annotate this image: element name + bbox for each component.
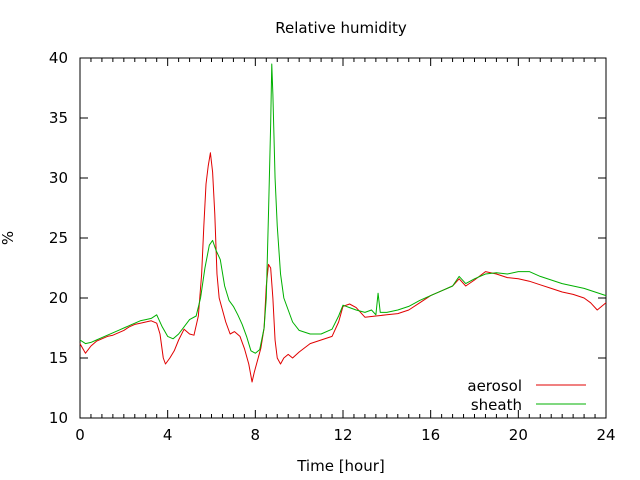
x-tick-label: 8 xyxy=(251,426,261,444)
y-axis-label: % xyxy=(0,231,17,245)
x-tick-label: 24 xyxy=(596,426,615,444)
x-axis: 0 4 8 12 16 20 24 xyxy=(75,58,616,444)
x-tick-label: 20 xyxy=(509,426,528,444)
series-line-sheath xyxy=(79,63,607,354)
series-layer xyxy=(79,63,607,383)
legend-label-sheath: sheath xyxy=(471,396,522,414)
legend-label-aerosol: aerosol xyxy=(467,377,522,395)
y-tick-label: 10 xyxy=(49,409,68,427)
y-axis: 10 15 20 25 30 35 40 xyxy=(49,49,606,427)
y-tick-label: 15 xyxy=(49,349,68,367)
x-tick-label: 16 xyxy=(421,426,440,444)
chart-title: Relative humidity xyxy=(275,19,407,37)
legend: aerosol sheath xyxy=(467,377,586,414)
x-tick-label: 0 xyxy=(75,426,85,444)
x-tick-label: 4 xyxy=(163,426,173,444)
y-tick-label: 40 xyxy=(49,49,68,67)
y-tick-label: 25 xyxy=(49,229,68,247)
x-axis-label: Time [hour] xyxy=(296,457,385,475)
y-tick-label: 30 xyxy=(49,169,68,187)
y-tick-label: 35 xyxy=(49,109,68,127)
y-tick-label: 20 xyxy=(49,289,68,307)
series-line-aerosol xyxy=(79,152,607,383)
x-tick-label: 12 xyxy=(333,426,352,444)
